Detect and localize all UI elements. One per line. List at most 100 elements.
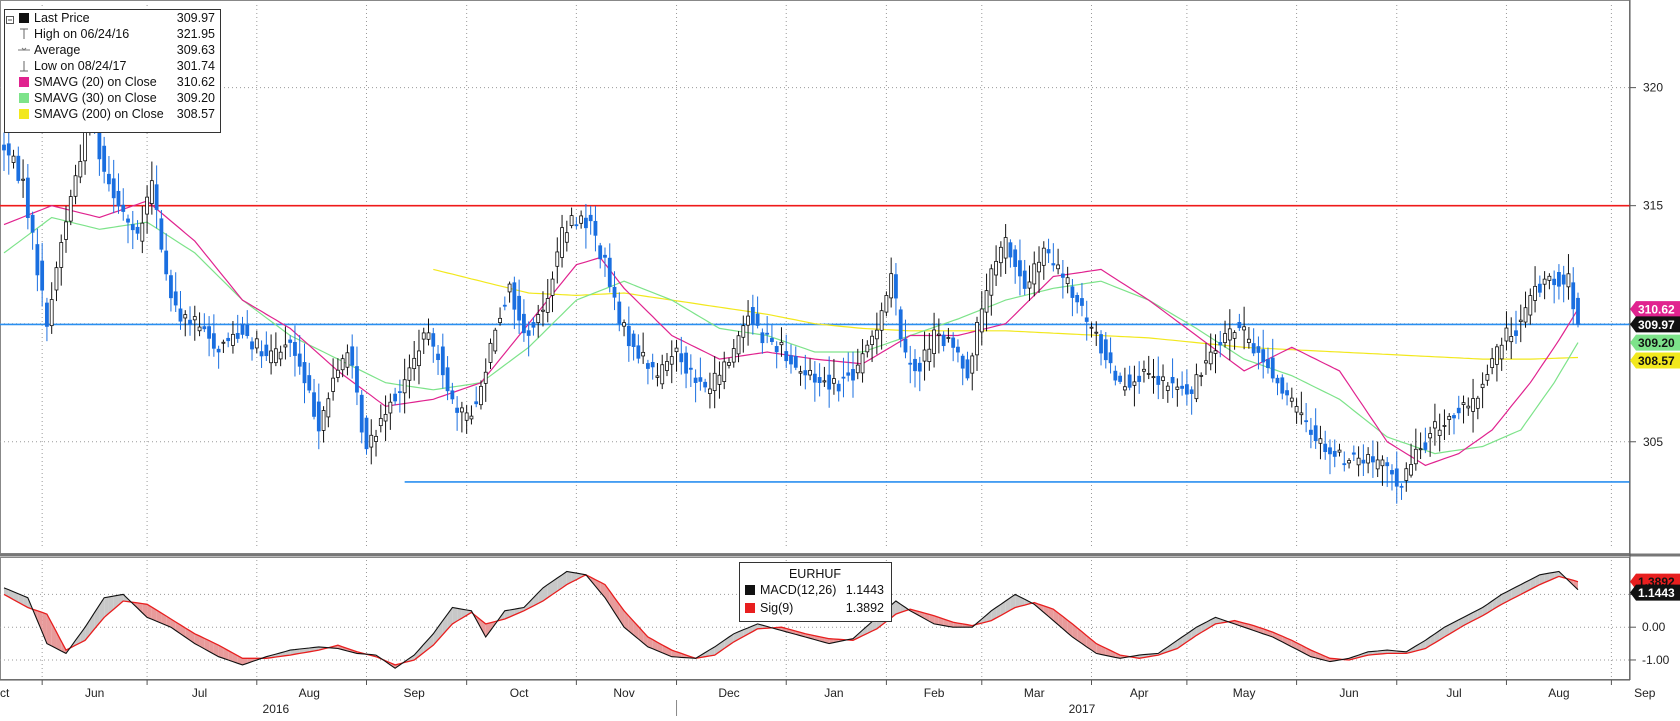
candlestick [650,353,655,380]
candlestick [130,210,135,250]
candle-body [1127,374,1132,388]
macd-histogram-fill [75,633,81,646]
candle-body [388,401,393,414]
candlestick [717,361,722,399]
candlestick [1270,338,1275,383]
candlestick [393,387,398,406]
macd-histogram-fill [528,597,534,609]
candlestick [827,356,832,408]
candlestick [407,354,412,399]
candlestick [1146,355,1151,380]
candle-body [1304,420,1309,423]
macd-histogram-fill [996,604,1001,619]
macd-histogram-fill [290,649,295,656]
candlestick [459,401,464,433]
candlestick [11,149,16,169]
candlestick [698,357,703,391]
candlestick [45,297,49,342]
candle-body [269,350,274,364]
candle-body [1404,468,1409,481]
candle-body [130,224,135,231]
candle-body [746,315,750,326]
candlestick [1495,343,1499,382]
candlestick [302,343,307,404]
legend-label: SMAVG (20) on Close [34,75,157,89]
candle-body [1285,390,1289,396]
candle-body [1099,334,1103,354]
macd-histogram-fill [190,630,195,644]
legend-row: Low on 08/24/17 301.74 [20,59,215,73]
candle-body [273,348,278,364]
candle-body [894,274,898,299]
macd-histogram-fill [1496,594,1502,608]
candlestick [946,327,951,343]
legend-label: Last Price [34,11,90,25]
candlestick [688,354,693,387]
candle-body [1337,449,1342,453]
candlestick [1542,271,1547,300]
price-panel-frame [0,0,1630,554]
candle-body [1447,415,1452,420]
candle-body [197,326,202,332]
candle-body [541,309,545,312]
sma200-value-tag: 308.57 [1630,352,1680,369]
candlestick [269,334,274,375]
macd-histogram-fill [51,623,57,649]
candlestick [1366,447,1371,474]
candlestick [293,325,297,377]
candlestick [431,327,436,363]
candlestick [1499,337,1504,371]
candle-body [331,377,336,392]
candlestick [960,353,965,386]
candlestick [378,404,383,433]
candlestick [254,330,259,354]
legend-rows: Last Price 309.97 High on 06/24/16 321.95 Av… [18,11,215,121]
legend-label: SMAVG (30) on Close [34,91,157,105]
candle-body [1461,402,1466,405]
candlestick [894,263,898,316]
candlestick [1332,439,1337,468]
candlestick [1094,321,1099,346]
candle-body [855,364,860,374]
candlesticks [2,102,1580,504]
macd-histogram-fill [118,594,124,606]
candlestick [402,358,407,414]
macd-histogram-fill [199,636,205,649]
candle-body [1576,297,1580,325]
macd-histogram-fill [1468,612,1474,624]
candle-body [1485,374,1490,381]
month-label: Jun [1339,686,1358,700]
sma20-value-tag: 310.62 [1630,301,1680,318]
candle-body [1223,333,1227,344]
candlestick [1122,367,1127,396]
macd-legend-box [739,562,892,622]
candle-body [426,332,431,340]
candle-body [1566,273,1571,288]
candle-body [1180,385,1185,389]
candlestick [1118,372,1123,385]
candlestick [521,299,526,342]
macd-histogram-fill [624,610,629,632]
candle-body [579,215,584,224]
legend-value: 309.20 [177,91,215,105]
macd-histogram-fill [37,610,43,633]
candle-body [1089,326,1094,329]
candlestick [1027,265,1032,301]
macd-histogram-fill [1115,652,1121,659]
candle-body [803,370,808,376]
macd-histogram-fill [504,609,510,619]
candlestick [941,331,946,352]
candlestick [793,346,798,371]
candle-body [1514,330,1518,336]
candlestick [603,247,607,277]
candle-body [254,338,259,349]
candlestick [1361,444,1366,476]
candlestick [984,273,989,332]
candlestick [922,331,927,381]
legend-row: Last Price 309.97 [19,11,215,25]
candlestick [1051,243,1056,272]
candle-body [78,161,83,178]
candlestick [145,185,149,234]
legend-collapse-icon[interactable] [6,16,14,24]
candlestick [1127,365,1132,391]
